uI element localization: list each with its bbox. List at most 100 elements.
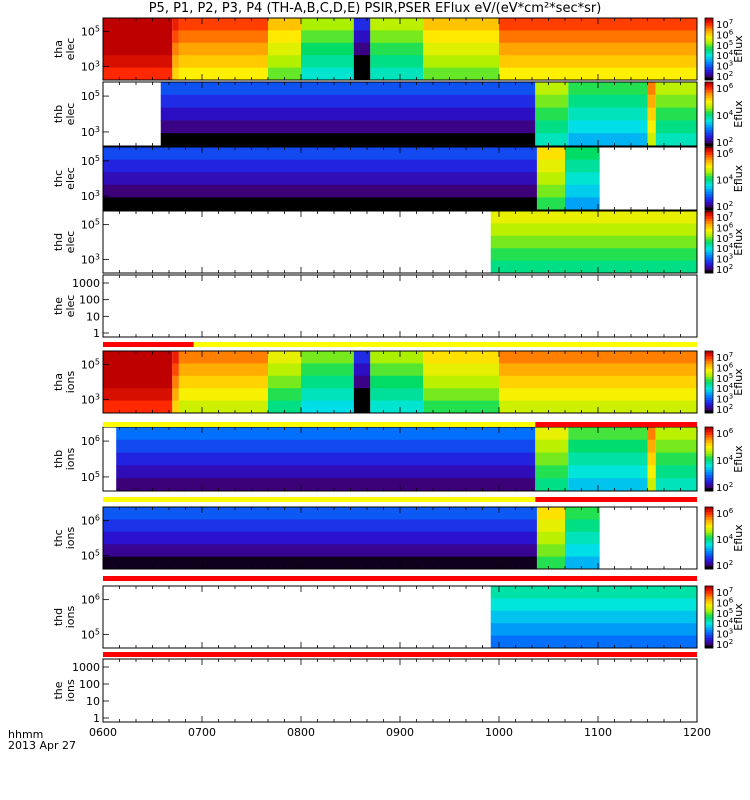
colorbar-cell bbox=[705, 553, 713, 557]
y-tick-label: 105 bbox=[81, 218, 100, 232]
colorbar-cell bbox=[705, 178, 713, 182]
spectrogram-cell bbox=[353, 30, 371, 44]
spectrogram-cell bbox=[370, 363, 424, 377]
spectrogram-cell bbox=[103, 507, 537, 520]
colorbar-tick-label: 107 bbox=[716, 18, 733, 31]
spectrogram-cell bbox=[647, 107, 656, 121]
colorbar-cell bbox=[705, 254, 713, 258]
colorbar-tick-label: 105 bbox=[716, 372, 733, 385]
x-tick-label: 1000 bbox=[485, 726, 513, 739]
panel-label-species: elec bbox=[64, 167, 77, 190]
spectrogram-cell bbox=[301, 18, 354, 31]
spectrogram-cell bbox=[565, 172, 600, 186]
colorbar-cell bbox=[705, 140, 713, 144]
x-tick-label: 1200 bbox=[683, 726, 711, 739]
panel-label-probe: thd bbox=[52, 608, 65, 626]
spectrogram-cell bbox=[568, 120, 648, 134]
colorbar-cell bbox=[705, 33, 713, 37]
spectrogram-cell bbox=[172, 42, 179, 56]
y-tick-label: 105 bbox=[81, 470, 100, 484]
colorbar-cell bbox=[705, 234, 713, 238]
colorbar-tick-label: 104 bbox=[716, 49, 734, 62]
colorbar-tick-label: 105 bbox=[716, 232, 733, 245]
spectrogram-cell bbox=[103, 531, 537, 545]
colorbar-cell bbox=[705, 87, 713, 91]
colorbar-cell bbox=[705, 379, 713, 383]
spectrogram-cell bbox=[103, 55, 173, 69]
spectrogram-cell bbox=[499, 388, 697, 402]
spectrogram-cell bbox=[103, 197, 537, 211]
colorbar-cell bbox=[705, 231, 713, 235]
colorbar-cell bbox=[705, 18, 713, 22]
colorbar-cell bbox=[705, 59, 713, 63]
colorbar-cell bbox=[705, 28, 713, 32]
colorbar-cell bbox=[705, 429, 713, 433]
colorbar-cell bbox=[705, 218, 713, 222]
colorbar-cell bbox=[705, 95, 713, 99]
spectrogram-cell bbox=[178, 67, 268, 81]
spectrogram-cell bbox=[423, 388, 499, 402]
panel-label-species: elec bbox=[64, 295, 77, 318]
colorbar-frame bbox=[704, 350, 714, 414]
spectrogram-cell bbox=[490, 610, 697, 624]
spectrogram-cell bbox=[565, 544, 600, 558]
colorbar-cell bbox=[705, 353, 713, 357]
colorbar-cell bbox=[705, 242, 713, 246]
spectrogram-cell bbox=[655, 439, 697, 454]
colorbar-cell bbox=[705, 451, 713, 455]
colorbar-cell bbox=[705, 202, 713, 206]
colorbar-tick-label: 104 bbox=[716, 109, 734, 122]
colorbar-cell bbox=[705, 382, 713, 386]
spectrogram-cell bbox=[301, 67, 354, 81]
spectrogram-cell bbox=[178, 42, 268, 56]
spectrogram-cell bbox=[535, 452, 569, 466]
panel-frame-the-elec bbox=[102, 274, 698, 338]
spectrogram-cell bbox=[535, 94, 569, 109]
spectrogram-cell bbox=[568, 452, 648, 466]
colorbar-tick-label: 107 bbox=[716, 586, 733, 599]
colorbar-cell bbox=[705, 566, 713, 570]
spectrogram-cell bbox=[103, 172, 537, 186]
colorbar-cell bbox=[705, 475, 713, 479]
colorbar-tick-label: 104 bbox=[716, 174, 734, 187]
y-tick-label: 106 bbox=[81, 514, 100, 528]
flag-bar-segment bbox=[103, 342, 194, 347]
colorbar-cell bbox=[705, 135, 713, 139]
colorbar-cell bbox=[705, 622, 713, 626]
spectrogram-cell bbox=[103, 556, 537, 570]
spectrogram-cell bbox=[655, 465, 697, 479]
spectrogram-cell bbox=[535, 427, 569, 441]
colorbar-tick-label: 105 bbox=[716, 607, 733, 620]
colorbar-cell bbox=[705, 410, 713, 414]
spectrogram-cell bbox=[178, 400, 268, 414]
colorbar-cell bbox=[705, 619, 713, 623]
spectrogram-cell bbox=[647, 465, 656, 479]
colorbar-cell bbox=[705, 488, 713, 492]
spectrogram-cell bbox=[103, 147, 537, 161]
colorbar-label: Eflux bbox=[732, 524, 745, 552]
colorbar-cell bbox=[705, 262, 713, 266]
spectrogram-cell bbox=[178, 30, 268, 44]
spectrogram-cell bbox=[301, 30, 354, 44]
spectrogram-cell bbox=[647, 120, 656, 134]
spectrogram-cell bbox=[535, 465, 569, 479]
spectrogram-cell bbox=[536, 197, 565, 211]
spectrogram-cell bbox=[370, 30, 424, 44]
colorbar-cell bbox=[705, 25, 713, 29]
spectrogram-cell bbox=[103, 67, 173, 81]
y-tick-label: 1000 bbox=[72, 277, 100, 290]
spectrogram-cell bbox=[370, 67, 424, 81]
colorbar-tick-label: 106 bbox=[716, 28, 734, 41]
spectrogram-cell bbox=[103, 519, 537, 533]
spectrogram-cell bbox=[370, 55, 424, 69]
spectrogram-cell bbox=[178, 363, 268, 377]
colorbar-cell bbox=[705, 509, 713, 513]
spectrogram-cell bbox=[116, 478, 536, 492]
colorbar-tick-label: 103 bbox=[716, 253, 733, 266]
colorbar-cell bbox=[705, 591, 713, 595]
spectrogram-cell bbox=[655, 478, 697, 492]
colorbar-tick-label: 102 bbox=[716, 70, 733, 83]
spectrogram-cell bbox=[172, 351, 179, 364]
colorbar-tick-label: 104 bbox=[716, 382, 734, 395]
spectrogram-cell bbox=[172, 18, 179, 31]
